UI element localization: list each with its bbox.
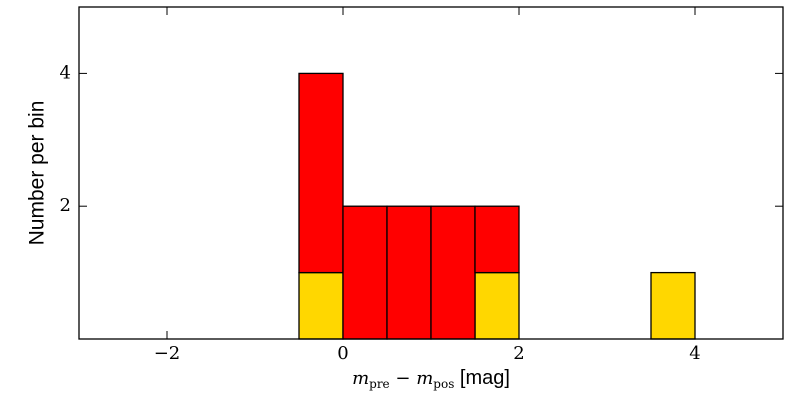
x-label-part: m: [416, 368, 433, 389]
histogram-bar: [474, 205, 520, 274]
x-tick-label: 0: [337, 343, 348, 364]
x-label-part: [mag]: [454, 367, 510, 389]
x-tick-label: 4: [689, 343, 700, 364]
histogram-bar: [298, 271, 344, 340]
y-axis-label: Number per bin: [26, 101, 49, 246]
x-tick-label: −2: [154, 343, 181, 364]
plot-frame: [78, 6, 784, 340]
x-label-part: pre: [369, 377, 390, 391]
x-label-part: pos: [433, 377, 454, 391]
histogram-bar: [342, 205, 388, 340]
y-tick-label: 4: [60, 62, 71, 83]
y-tick-label: 2: [60, 195, 71, 216]
histogram-bar: [298, 72, 344, 274]
histogram-bar: [474, 271, 520, 340]
x-axis-label: mpre − mpos [mag]: [352, 367, 510, 391]
histogram-bar: [386, 205, 432, 340]
x-label-part: −: [390, 368, 417, 389]
x-label-part: m: [352, 368, 369, 389]
histogram-bar: [650, 271, 696, 340]
x-tick-label: 2: [513, 343, 524, 364]
histogram-bar: [430, 205, 476, 340]
